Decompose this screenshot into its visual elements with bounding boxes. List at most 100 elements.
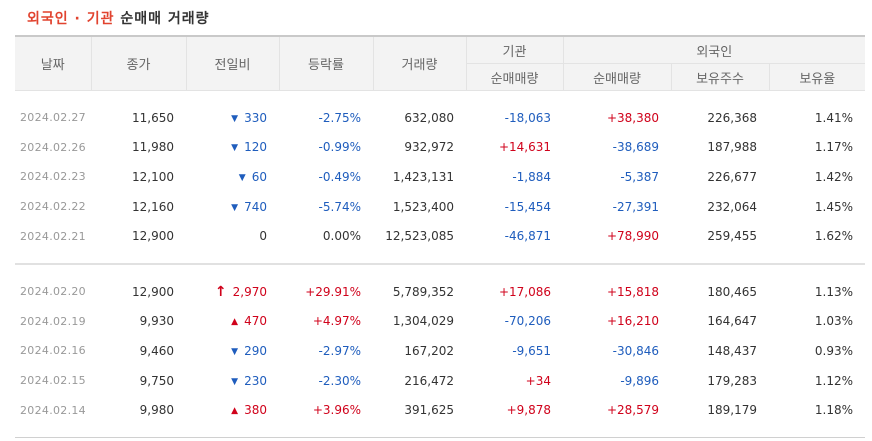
cell-close: 9,980: [139, 403, 174, 418]
cell-foreign-ratio: 1.13%: [814, 284, 854, 299]
cell-change: ▼ 120: [186, 133, 279, 163]
cell-close: 9,930: [139, 314, 174, 329]
table-body: 2024.02.27 11,650 ▼ 330 -2.75% 632,080 -18,063…: [15, 91, 866, 438]
spacer2-row: [15, 251, 865, 264]
cell-date: 2024.02.14: [20, 403, 86, 417]
change-value: 290: [244, 343, 267, 358]
cell-date: 2024.02.26: [20, 140, 86, 154]
cell-foreign-net: +28,579: [606, 403, 659, 418]
change-value: 470: [244, 314, 267, 329]
header-institution-group: 기관: [465, 35, 564, 64]
cell-volume: 216,472: [404, 373, 454, 388]
down-triangle-icon: ▼: [231, 202, 239, 213]
cell-foreign-shares: 148,437: [707, 343, 757, 358]
cell-volume: 932,972: [404, 140, 454, 155]
cell-date: 2024.02.22: [20, 200, 86, 214]
down-triangle-icon: ▼: [231, 376, 239, 387]
down-triangle-icon: ▼: [231, 113, 239, 124]
cell-date: 2024.02.19: [20, 314, 86, 328]
cell-change: ▼ 60: [186, 162, 279, 192]
cell-foreign-ratio: 1.45%: [814, 199, 854, 214]
change-value: 60: [251, 169, 267, 184]
cell-change: ▼ 740: [186, 192, 279, 222]
cell-volume: 391,625: [404, 403, 454, 418]
cell-volume: 632,080: [404, 110, 454, 125]
cell-foreign-ratio: 1.03%: [814, 314, 854, 329]
cell-institution-net: -70,206: [504, 314, 551, 329]
table-row: 2024.02.26 11,980 ▼ 120 -0.99% 932,972 +14,631…: [15, 133, 865, 163]
cell-foreign-net: -30,846: [612, 343, 659, 358]
cell-change: 0: [186, 221, 279, 251]
spacer-row: [15, 91, 865, 104]
cell-institution-net: +34: [525, 373, 551, 388]
cell-foreign-ratio: 1.12%: [814, 373, 854, 388]
cell-foreign-ratio: 1.62%: [814, 229, 854, 244]
cell-volume: 1,304,029: [392, 314, 454, 329]
endline-row: [15, 437, 866, 438]
cell-change: ▼ 330: [186, 103, 279, 133]
cell-rate: -5.74%: [318, 199, 361, 214]
table-row: 2024.02.22 12,160 ▼ 740 -5.74% 1,523,400 -15,4…: [15, 192, 865, 222]
header-foreign-ratio: 보유율: [768, 63, 866, 91]
header-foreign-net: 순매매량: [562, 63, 672, 91]
cell-rate: -0.99%: [318, 140, 361, 155]
cell-foreign-shares: 187,988: [707, 140, 757, 155]
cell-institution-net: -18,063: [504, 110, 551, 125]
section-title-rest: 순매매 거래량: [120, 11, 210, 27]
header-volume: 거래량: [372, 35, 467, 91]
cell-close: 12,160: [132, 199, 174, 214]
down-triangle-icon: ▼: [231, 346, 239, 357]
cell-close: 12,900: [132, 229, 174, 244]
cell-close: 9,750: [139, 373, 174, 388]
cell-foreign-shares: 232,064: [707, 199, 757, 214]
cell-institution-net: +14,631: [498, 140, 551, 155]
cell-close: 11,650: [132, 110, 174, 125]
cell-date: 2024.02.27: [20, 111, 86, 125]
change-value: 740: [244, 199, 267, 214]
header-close: 종가: [90, 35, 187, 91]
cell-date: 2024.02.21: [20, 229, 86, 243]
cell-foreign-net: -27,391: [612, 199, 659, 214]
header-foreign-group: 외국인: [562, 35, 866, 64]
cell-rate: -2.30%: [318, 373, 361, 388]
cell-foreign-shares: 259,455: [707, 229, 757, 244]
change-value: 2,970: [232, 284, 267, 299]
change-value: 230: [244, 373, 267, 388]
cell-change: ↑ 2,970: [186, 277, 279, 307]
change-value: 330: [244, 110, 267, 125]
cell-rate: -2.75%: [318, 110, 361, 125]
section-title: 외국인 · 기관 순매매 거래량: [27, 9, 210, 29]
cell-volume: 12,523,085: [385, 229, 454, 244]
investor-trading-table: 날짜 종가 전일비 등락률 거래량 기관 외국인 순매매량 순매매량 보유주수 …: [15, 35, 866, 438]
cell-institution-net: +9,878: [506, 403, 551, 418]
table-row: 2024.02.20 12,900 ↑ 2,970 +29.91% 5,789,352 +1…: [15, 277, 865, 307]
cell-rate: +3.96%: [312, 403, 361, 418]
cell-institution-net: -15,454: [504, 199, 551, 214]
cell-date: 2024.02.23: [20, 170, 86, 184]
cell-rate: -0.49%: [318, 169, 361, 184]
table-header: 날짜 종가 전일비 등락률 거래량 기관 외국인 순매매량 순매매량 보유주수 …: [15, 35, 866, 91]
cell-institution-net: -46,871: [504, 229, 551, 244]
cell-change: ▲ 380: [186, 395, 279, 425]
up-triangle-icon: ▲: [231, 406, 239, 417]
table-row: 2024.02.14 9,980 ▲ 380 +3.96% 391,625 +9,878 +2…: [15, 395, 865, 425]
cell-change: ▼ 230: [186, 366, 279, 396]
cell-volume: 1,523,400: [392, 199, 454, 214]
cell-foreign-net: +78,990: [606, 229, 659, 244]
header-change: 전일비: [185, 35, 280, 91]
cell-foreign-shares: 180,465: [707, 284, 757, 299]
change-value: 120: [244, 140, 267, 155]
down-triangle-icon: ▼: [231, 143, 239, 154]
header-rate: 등락률: [278, 35, 374, 91]
cell-close: 12,900: [132, 284, 174, 299]
cell-foreign-ratio: 1.42%: [814, 169, 854, 184]
cell-foreign-shares: 164,647: [707, 314, 757, 329]
cell-change: ▲ 470: [186, 307, 279, 337]
upper-limit-arrow-icon: ↑: [214, 283, 227, 300]
header-institution-net: 순매매량: [465, 63, 564, 91]
cell-close: 11,980: [132, 140, 174, 155]
table-row: 2024.02.16 9,460 ▼ 290 -2.97% 167,202 -9,651 -3…: [15, 336, 865, 366]
cell-close: 12,100: [132, 169, 174, 184]
cell-foreign-shares: 189,179: [707, 403, 757, 418]
cell-foreign-shares: 226,677: [707, 169, 757, 184]
